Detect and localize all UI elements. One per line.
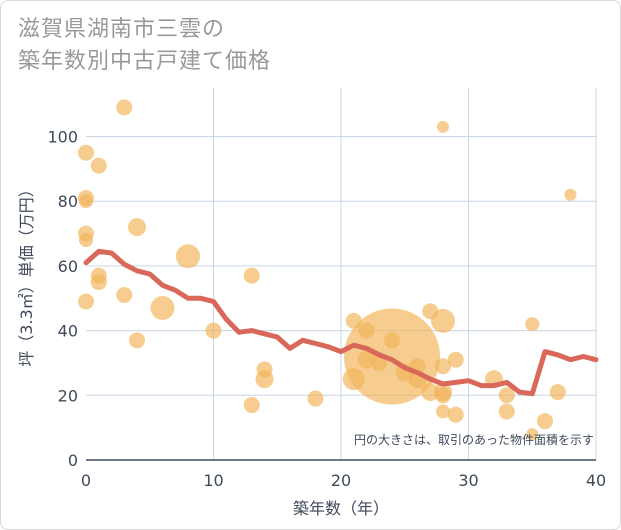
- bubble-series: [78, 99, 577, 441]
- data-bubble: [436, 404, 450, 419]
- data-bubble: [90, 157, 107, 174]
- x-tick-labels: 0 10 20 30 40: [81, 471, 606, 490]
- x-tick-label: 20: [331, 471, 351, 490]
- chart-title: 滋賀県湖南市三雲の 築年数別中古戸建て価格: [18, 14, 438, 78]
- data-bubble: [255, 370, 274, 389]
- data-bubble: [447, 406, 464, 423]
- data-bubble: [116, 287, 133, 304]
- data-bubble: [90, 274, 107, 291]
- title-line-1: 滋賀県湖南市三雲の: [18, 17, 226, 42]
- data-bubble: [447, 351, 464, 368]
- y-tick-label: 40: [58, 322, 78, 341]
- y-tick-label: 80: [58, 192, 78, 211]
- size-legend-note: 円の大きさは、取引のあった物件面積を示す: [354, 432, 594, 447]
- title-line-2: 築年数別中古戸建て価格: [18, 49, 272, 74]
- data-bubble: [525, 317, 540, 332]
- data-bubble: [537, 413, 553, 430]
- y-tick-label: 0: [68, 451, 78, 470]
- data-bubble: [549, 384, 566, 401]
- x-axis-title: 築年数（年）: [293, 499, 389, 518]
- data-bubble: [421, 383, 440, 402]
- data-bubble: [243, 397, 260, 414]
- y-tick-labels: 0 20 40 60 80 100: [47, 128, 78, 470]
- x-tick-label: 10: [203, 471, 223, 490]
- data-bubble: [498, 387, 515, 404]
- data-bubble: [526, 428, 539, 441]
- data-bubble: [205, 322, 222, 339]
- data-bubble: [79, 233, 93, 248]
- data-bubble: [78, 144, 94, 161]
- data-bubble: [129, 332, 145, 349]
- data-bubble: [243, 267, 260, 284]
- y-tick-label: 60: [58, 257, 78, 276]
- data-bubble: [564, 188, 577, 201]
- trend-line: [83, 248, 599, 397]
- data-bubble: [498, 403, 515, 420]
- x-tick-label: 40: [586, 471, 606, 490]
- data-bubble: [116, 99, 133, 116]
- data-bubble: [307, 390, 324, 407]
- y-axis-title: 坪（3.3㎡）単価（万円）: [17, 181, 36, 366]
- data-bubble: [150, 295, 175, 320]
- x-tick-label: 0: [81, 471, 91, 490]
- data-bubble: [78, 293, 94, 310]
- data-bubble: [176, 244, 200, 269]
- x-tick-label: 30: [458, 471, 478, 490]
- y-tick-label: 100: [47, 128, 78, 147]
- data-bubble: [79, 194, 93, 209]
- data-bubble: [435, 387, 451, 404]
- data-bubble: [437, 120, 449, 133]
- data-bubble: [128, 218, 146, 237]
- data-bubble: [431, 308, 455, 333]
- y-tick-label: 20: [58, 386, 78, 405]
- gridlines: [86, 88, 597, 460]
- data-bubble: [435, 358, 451, 375]
